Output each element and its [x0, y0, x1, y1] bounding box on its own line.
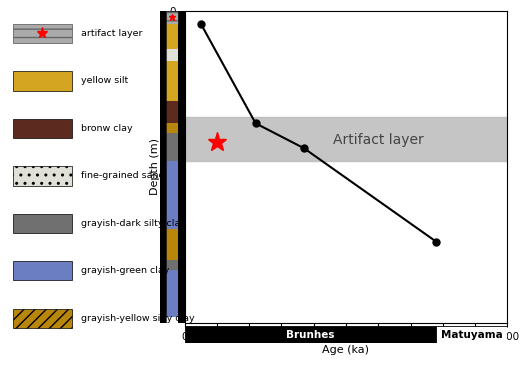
Bar [13, 309, 72, 328]
Text: Matuyama: Matuyama [441, 330, 503, 340]
Bar [166, 123, 178, 133]
Bar [166, 61, 178, 101]
Bar [13, 71, 72, 91]
Bar [13, 24, 72, 43]
Bar [166, 49, 178, 61]
Text: yellow silt: yellow silt [81, 76, 129, 85]
Bar [166, 260, 178, 270]
Bar [185, 117, 507, 161]
Bar [178, 11, 185, 323]
Bar [13, 214, 72, 233]
Bar [13, 166, 72, 186]
Text: Brunhes: Brunhes [286, 330, 335, 340]
Bar [166, 229, 178, 260]
Bar [13, 119, 72, 138]
Text: fine-grained sand: fine-grained sand [81, 171, 165, 180]
Bar [166, 101, 178, 123]
Bar [160, 11, 166, 323]
Bar [166, 270, 178, 316]
Bar [13, 261, 72, 280]
Bar [166, 133, 178, 161]
Bar [185, 326, 436, 343]
Bar [436, 326, 507, 343]
Bar [166, 11, 178, 323]
X-axis label: Age (ka): Age (ka) [323, 345, 369, 355]
Text: artifact layer: artifact layer [81, 29, 143, 38]
Text: bronw clay: bronw clay [81, 124, 133, 133]
Y-axis label: Depth (m): Depth (m) [150, 138, 160, 196]
Text: grayish-dark silty clay: grayish-dark silty clay [81, 219, 186, 228]
Text: Artifact layer: Artifact layer [333, 133, 424, 147]
Bar [166, 161, 178, 229]
Bar [166, 11, 178, 24]
Text: grayish-green clay: grayish-green clay [81, 266, 169, 275]
Text: grayish-yellow silty clay: grayish-yellow silty clay [81, 314, 195, 323]
Bar [166, 24, 178, 49]
